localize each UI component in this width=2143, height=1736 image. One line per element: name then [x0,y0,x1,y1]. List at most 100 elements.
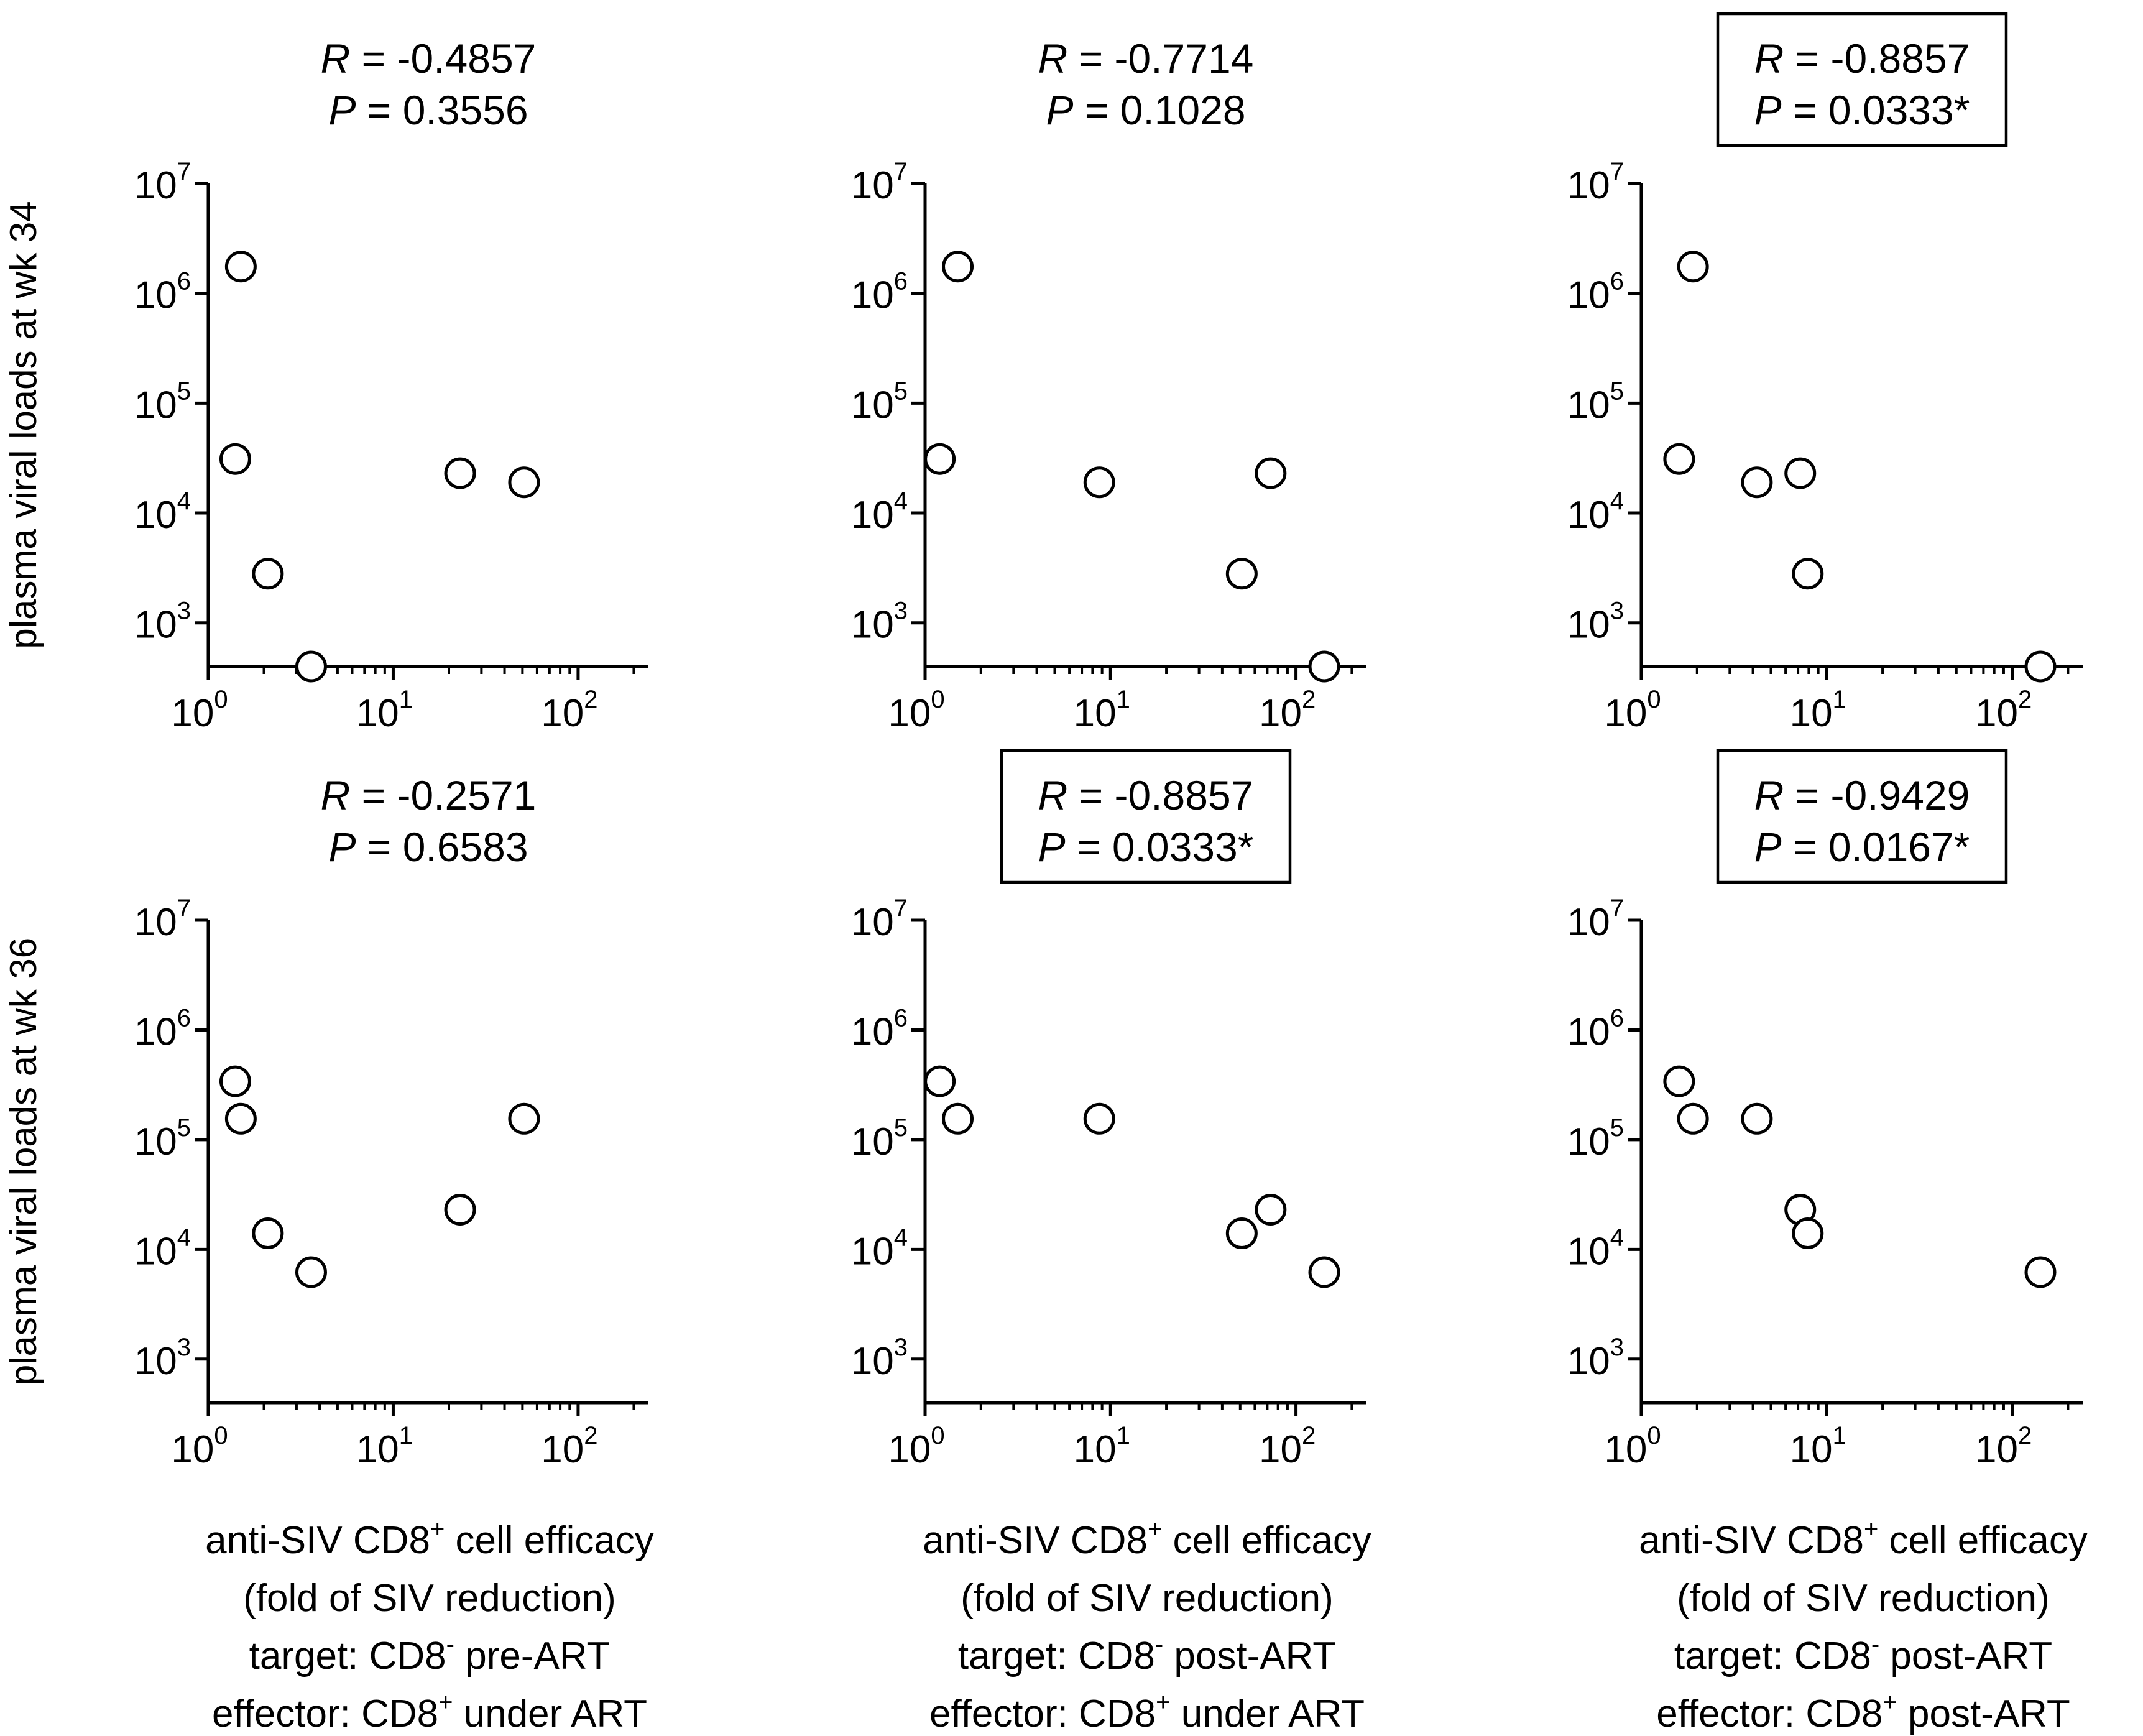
x-axis-label-line: anti-SIV CD8+ cell efficacy [205,1515,654,1562]
y-tick-label: 104 [851,1224,908,1273]
panel-row1-col3: R = -0.8857 P = 0.0333* 103 104 105 106 107 100… [1567,12,2083,735]
x-tick-label: 102 [541,1422,597,1471]
y-tick-label: 107 [1567,158,1624,207]
y-tick-label: 107 [1567,895,1624,944]
y-tick-label: 106 [851,1004,908,1053]
y-tick-label: 103 [851,1334,908,1383]
y-tick-label: 104 [134,1224,191,1273]
x-tick-label: 100 [1604,686,1661,735]
data-point [1741,466,1773,499]
data-point [444,1194,476,1226]
y-tick-label: 104 [1567,1224,1624,1273]
significance-box [1716,12,2008,147]
y-axis-label: plasma viral loads at wk 34 [2,201,44,649]
x-tick-label: 100 [888,1422,944,1471]
data-point [1255,457,1287,489]
x-axis-label-line: (fold of SIV reduction) [1677,1577,2050,1620]
x-tick-label: 101 [1790,1422,1846,1471]
data-point [508,466,540,499]
x-axis-label-line: (fold of SIV reduction) [243,1577,616,1620]
x-axis-label-line: target: CD8- pre-ART [249,1631,611,1678]
p-statistic: P = 0.6583 [328,824,528,870]
data-point [252,558,284,590]
y-tick-label: 104 [134,487,191,537]
p-statistic: P = 0.1028 [1046,87,1245,133]
data-point [1663,443,1695,475]
panel-row2-col3: R = -0.9429 P = 0.0167* 103 104 105 106 107 100… [1567,749,2083,1471]
data-point [508,1102,540,1135]
r-statistic: R = -0.2571 [321,772,537,818]
y-tick-label: 105 [851,1114,908,1163]
y-tick-label: 107 [851,895,908,944]
y-tick-label: 103 [1567,598,1624,647]
y-tick-label: 106 [1567,268,1624,317]
y-tick-label: 107 [134,895,191,944]
y-tick-label: 105 [1567,1114,1624,1163]
y-tick-label: 107 [134,158,191,207]
data-point [1083,1102,1115,1135]
x-tick-label: 102 [1975,686,2032,735]
y-tick-label: 106 [1567,1004,1624,1053]
x-axis-label-line: effector: CD8+ under ART [212,1689,647,1735]
data-point [1784,457,1817,489]
data-point [1083,466,1115,499]
data-point [1225,1217,1258,1250]
data-point [1308,1256,1340,1288]
y-tick-label: 103 [134,598,191,647]
x-axis-label-line: (fold of SIV reduction) [961,1577,1334,1620]
data-point [1792,1217,1824,1250]
data-point [1308,650,1340,683]
x-tick-label: 102 [1259,1422,1316,1471]
y-tick-label: 105 [134,377,191,427]
y-tick-label: 105 [1567,377,1624,427]
data-point [219,443,251,475]
r-statistic: R = -0.8857 [1754,35,1970,81]
data-point [224,1102,257,1135]
y-tick-label: 103 [134,1334,191,1383]
data-point [1677,251,1709,283]
x-axis-label-line: anti-SIV CD8+ cell efficacy [923,1515,1371,1562]
data-point [942,1102,974,1135]
data-point [224,251,257,283]
x-axis-label-line: target: CD8- post-ART [1674,1631,2052,1678]
x-tick-label: 102 [541,686,597,735]
x-tick-label: 100 [1604,1422,1661,1471]
x-tick-label: 101 [1074,686,1130,735]
data-point [924,443,956,475]
data-point [924,1065,956,1097]
data-point [1792,558,1824,590]
data-point [444,457,476,489]
y-tick-label: 106 [134,1004,191,1053]
x-tick-label: 101 [356,686,413,735]
panel-row1-col2: R = -0.7714 P = 0.1028 103 104 105 106 107 100 1… [851,35,1366,735]
data-point [252,1217,284,1250]
data-point [2024,650,2057,683]
r-statistic: R = -0.9429 [1754,772,1970,818]
p-statistic: P = 0.0333* [1038,824,1254,870]
p-statistic: P = 0.0333* [1754,87,1970,133]
data-point [1255,1194,1287,1226]
y-tick-label: 103 [1567,1334,1624,1383]
y-tick-label: 105 [851,377,908,427]
data-point [1663,1065,1695,1097]
y-tick-label: 104 [1567,487,1624,537]
x-tick-label: 101 [356,1422,413,1471]
panel-row2-col1: R = -0.2571 P = 0.6583 103 104 105 106 107 100 1… [2,772,648,1471]
y-tick-label: 103 [851,598,908,647]
panel-row1-col1: R = -0.4857 P = 0.3556 103 104 105 106 107 100 1… [2,35,648,735]
r-statistic: R = -0.7714 [1038,35,1254,81]
y-tick-label: 104 [851,487,908,537]
x-axis-label-line: effector: CD8+ post-ART [1656,1689,2070,1735]
x-axis-label-line: effector: CD8+ under ART [929,1689,1365,1735]
r-statistic: R = -0.4857 [321,35,537,81]
x-tick-label: 100 [888,686,944,735]
x-tick-label: 102 [1975,1422,2032,1471]
p-statistic: P = 0.3556 [328,87,528,133]
x-axis-label-line: target: CD8- post-ART [958,1631,1336,1678]
x-tick-label: 101 [1074,1422,1130,1471]
y-tick-label: 106 [134,268,191,317]
significance-box [1716,749,2008,884]
y-axis-label: plasma viral loads at wk 36 [2,938,44,1385]
data-point [295,650,327,683]
